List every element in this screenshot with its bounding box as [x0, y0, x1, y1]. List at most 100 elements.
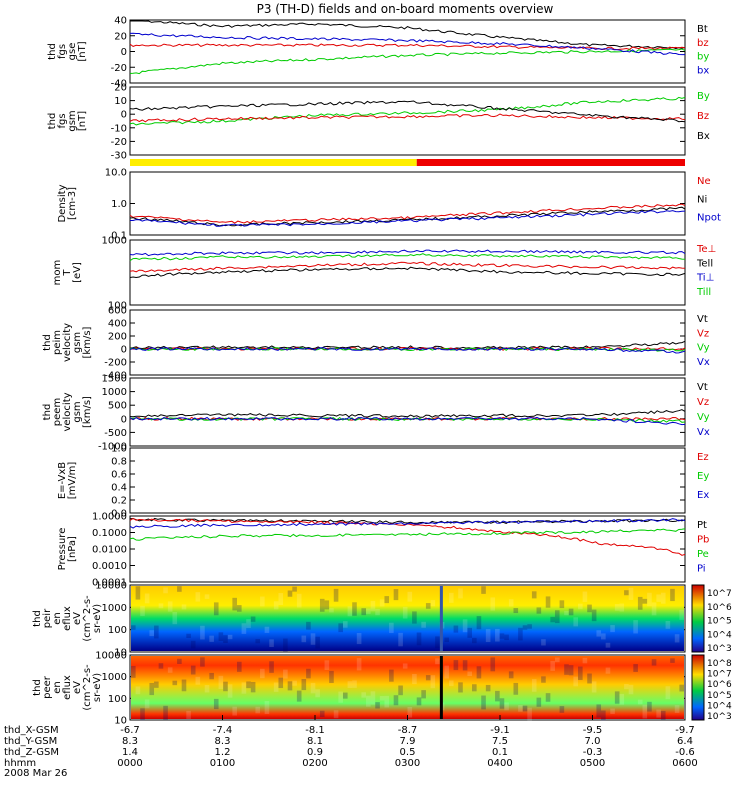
heatmap-texture: [651, 659, 657, 666]
heatmap-texture: [605, 667, 611, 674]
series-line-Vt: [129, 340, 686, 350]
heatmap-texture: [361, 692, 367, 698]
heatmap-texture: [568, 608, 574, 616]
heatmap-texture: [227, 634, 233, 640]
series-line-Bt: [130, 20, 686, 50]
heatmap-texture: [647, 701, 652, 712]
heatmap-texture: [338, 623, 343, 633]
legend-By: By: [697, 91, 710, 102]
heatmap-texture: [412, 674, 417, 685]
heatmap-texture: [564, 664, 569, 675]
heatmap-texture: [379, 599, 385, 607]
heatmap-texture: [315, 636, 320, 649]
heatmap-texture: [545, 596, 551, 608]
colorbar-label: 10^7: [707, 670, 732, 680]
heatmap-texture: [610, 625, 615, 633]
xtick-label: 0100: [210, 758, 235, 769]
heatmap-texture: [366, 608, 371, 614]
heatmap-texture: [292, 680, 297, 686]
heatmap-texture: [407, 591, 413, 602]
heatmap-texture: [250, 616, 256, 622]
ylabel-line: velocity: [62, 392, 73, 431]
ephem-label: hhmm: [4, 758, 36, 769]
ephem-value: -0.3: [583, 747, 603, 758]
heatmap-texture: [467, 627, 473, 638]
heatmap-texture: [430, 675, 436, 689]
heatmap-texture: [536, 697, 542, 707]
heatmap-texture: [347, 606, 353, 617]
heatmap-texture: [356, 658, 362, 671]
legend-Te⊥: Te⊥: [696, 244, 716, 255]
heatmap-texture: [435, 636, 440, 649]
ytick-label: -40: [111, 79, 127, 90]
panel-efield: 1.0 0.8 0.6 0.4 0.2 0.0 E=-VxB [mV/m] Ez Ey Ex: [57, 444, 709, 520]
series-line-Pi: [129, 518, 686, 529]
heatmap-texture: [232, 597, 237, 611]
ephemeris-footer: thd_X-GSM -6.7 -7.4 -8.1 -8.7 -9.1 -9.5 -9.7 thd…: [4, 715, 698, 769]
legend-Till: Till: [696, 287, 711, 298]
heatmap-texture: [624, 684, 629, 690]
heatmap-texture: [283, 638, 288, 652]
panel-fgs-gsm: 20 10 0 -10 -20 -30 thd fgs gsm [nT] By Bz Bx: [47, 83, 710, 162]
ylabel-line: (cm^2-s-: [82, 664, 93, 711]
heatmap-texture: [610, 708, 615, 715]
ytick-label: 40: [114, 16, 127, 27]
ytick-label: 1000: [102, 387, 127, 398]
heatmap-texture: [273, 601, 279, 610]
ylabel-line: thd: [47, 113, 58, 130]
colorbar-label: 10^6: [707, 603, 732, 613]
panel-frame-fgs-gse: [129, 19, 686, 84]
heatmap-texture: [223, 681, 228, 692]
ytick-label: 0: [121, 414, 127, 425]
heatmap-texture: [522, 705, 528, 712]
heatmap-texture: [260, 596, 265, 607]
heatmap-texture: [508, 599, 514, 607]
xtick-label: 0600: [672, 758, 697, 769]
heatmap-texture: [448, 592, 454, 603]
ytick-label: 20: [114, 31, 127, 42]
heatmap-texture: [660, 710, 666, 720]
heatmap-texture: [181, 604, 187, 610]
ylabel-line: thd: [32, 679, 43, 696]
heatmap-texture: [195, 592, 201, 602]
panel-frame-pressure: [129, 515, 686, 583]
panel-frame-peem-velocity: [129, 377, 686, 447]
ylabel-line: [km/s]: [82, 396, 93, 428]
heatmap-texture: [384, 596, 390, 604]
heatmap-texture: [273, 682, 279, 692]
colorbar-label: 10^5: [707, 617, 732, 627]
heatmap-texture: [462, 660, 468, 671]
ylabel-line: thd: [42, 334, 53, 351]
xtick-label: 0200: [302, 758, 327, 769]
heatmap-texture: [213, 602, 219, 616]
colorbar-label: 10^7: [707, 589, 732, 599]
heatmap-texture: [605, 642, 611, 648]
heatmap-texture: [633, 620, 638, 634]
ylabel-line: eflux: [62, 675, 73, 700]
heatmap-texture: [246, 619, 251, 628]
heatmap-texture: [554, 610, 560, 624]
ephem-value: 7.0: [585, 736, 601, 747]
ylabel-line: gsm: [67, 110, 78, 131]
heatmap-texture: [361, 608, 367, 616]
heatmap-texture: [679, 609, 684, 620]
heatmap-texture: [499, 633, 505, 639]
heatmap-texture: [375, 608, 380, 616]
legend-Vt: Vt: [697, 382, 708, 393]
heatmap-texture: [499, 698, 505, 709]
heatmap-texture: [241, 682, 247, 694]
panel-frame-peir-spec: [129, 584, 686, 653]
ylabel-line: [nT]: [77, 111, 88, 131]
heatmap-texture: [319, 598, 325, 612]
heatmap-texture: [306, 668, 311, 679]
ylabel-line: E=-VxB: [57, 462, 68, 499]
ylabel-line: gsm: [72, 332, 83, 353]
heatmap-texture: [504, 634, 509, 641]
ylabel-line: [nPa]: [67, 536, 78, 562]
heatmap-texture: [656, 709, 661, 718]
heatmap-texture: [292, 586, 297, 592]
heatmap-texture: [370, 600, 376, 612]
heatmap-texture: [656, 594, 661, 602]
heatmap-texture: [393, 695, 399, 706]
ylabel-line: fgs: [57, 44, 68, 59]
